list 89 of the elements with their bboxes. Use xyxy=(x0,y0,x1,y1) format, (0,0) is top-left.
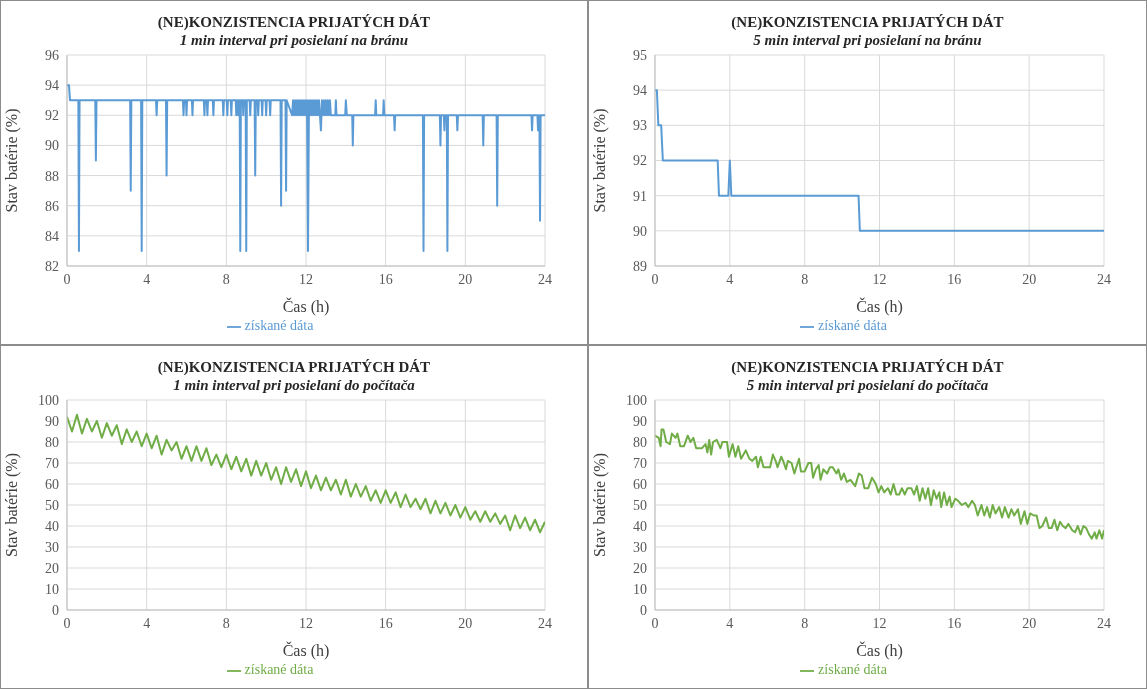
x-tick-label: 4 xyxy=(143,615,151,631)
x-tick-label: 8 xyxy=(801,271,809,287)
y-tick-label: 89 xyxy=(633,258,647,274)
x-tick-label: 0 xyxy=(63,615,71,631)
y-tick-label: 94 xyxy=(45,78,59,94)
x-tick-label: 16 xyxy=(378,615,393,631)
y-tick-label: 30 xyxy=(45,539,59,555)
y-tick-label: 84 xyxy=(45,228,59,244)
chart-title: (NE)KONZISTENCIA PRIJATÝCH DÁT xyxy=(156,358,432,376)
y-tick-label: 60 xyxy=(633,476,647,492)
y-tick-label: 100 xyxy=(38,392,59,408)
chart-title: (NE)KONZISTENCIA PRIJATÝCH DÁT xyxy=(156,13,432,31)
y-tick-label: 80 xyxy=(45,434,59,450)
y-axis-title: Stav batérie (%) xyxy=(590,108,609,213)
y-tick-label: 40 xyxy=(633,518,647,534)
y-tick-label: 100 xyxy=(626,392,647,408)
y-tick-label: 88 xyxy=(45,168,59,184)
y-tick-label: 50 xyxy=(633,497,647,513)
x-tick-label: 24 xyxy=(1097,615,1111,631)
x-tick-label: 4 xyxy=(143,271,151,287)
y-tick-label: 80 xyxy=(633,434,647,450)
x-tick-label: 24 xyxy=(538,271,552,287)
x-tick-label: 4 xyxy=(726,615,734,631)
legend-label: získané dáta xyxy=(818,662,887,677)
chart-subtitle: 1 min interval pri posielaní do počítača xyxy=(172,376,416,394)
x-axis-title: Čas (h) xyxy=(282,297,330,316)
x-tick-label: 16 xyxy=(947,615,962,631)
chart-subtitle: 5 min interval pri posielaní na bránu xyxy=(752,31,983,49)
y-tick-label: 10 xyxy=(633,581,647,597)
y-axis-title: Stav batérie (%) xyxy=(2,453,21,557)
y-tick-label: 90 xyxy=(633,413,647,429)
x-tick-label: 20 xyxy=(1022,615,1037,631)
x-tick-label: 12 xyxy=(299,615,313,631)
y-tick-label: 95 xyxy=(633,47,647,63)
line-series xyxy=(67,413,545,534)
x-tick-label: 20 xyxy=(458,271,473,287)
y-tick-label: 70 xyxy=(45,455,59,471)
y-tick-label: 92 xyxy=(45,108,59,124)
x-tick-label: 0 xyxy=(651,615,659,631)
chart-subtitle: 5 min interval pri posielaní do počítača xyxy=(745,376,990,394)
x-tick-label: 12 xyxy=(872,271,887,287)
x-tick-label: 12 xyxy=(872,615,887,631)
x-tick-label: 24 xyxy=(1097,271,1111,287)
legend-label: získané dáta xyxy=(244,662,314,677)
x-tick-label: 20 xyxy=(458,615,473,631)
x-tick-label: 20 xyxy=(1022,271,1037,287)
y-tick-label: 90 xyxy=(45,138,59,154)
y-tick-label: 20 xyxy=(45,560,59,576)
x-axis-title: Čas (h) xyxy=(856,297,903,316)
y-tick-label: 70 xyxy=(633,455,647,471)
chart-title: (NE)KONZISTENCIA PRIJATÝCH DÁT xyxy=(730,13,1005,31)
y-tick-label: 93 xyxy=(633,118,647,134)
y-tick-label: 96 xyxy=(45,47,59,63)
line-series xyxy=(655,89,1104,232)
y-tick-label: 91 xyxy=(633,188,647,204)
x-tick-label: 8 xyxy=(801,615,809,631)
chart-title: (NE)KONZISTENCIA PRIJATÝCH DÁT xyxy=(730,358,1005,376)
y-tick-label: 92 xyxy=(633,153,647,169)
x-tick-label: 0 xyxy=(651,271,659,287)
x-tick-label: 12 xyxy=(299,271,313,287)
line-series xyxy=(67,84,545,252)
x-axis-title: Čas (h) xyxy=(282,641,330,660)
y-tick-label: 94 xyxy=(633,83,647,99)
y-tick-label: 86 xyxy=(45,198,59,214)
x-tick-label: 0 xyxy=(63,271,71,287)
y-axis-title: Stav batérie (%) xyxy=(590,453,609,557)
x-axis-title: Čas (h) xyxy=(856,641,903,660)
legend-label: získané dáta xyxy=(818,318,887,333)
legend-label: získané dáta xyxy=(244,318,314,333)
y-tick-label: 82 xyxy=(45,258,59,274)
y-tick-label: 0 xyxy=(52,602,59,618)
x-tick-label: 4 xyxy=(726,271,734,287)
x-tick-label: 8 xyxy=(222,615,230,631)
y-tick-label: 60 xyxy=(45,476,59,492)
chart-subtitle: 1 min interval pri posielaní na bránu xyxy=(178,31,410,49)
x-tick-label: 16 xyxy=(947,271,962,287)
y-tick-label: 0 xyxy=(640,602,647,618)
x-tick-label: 8 xyxy=(222,271,230,287)
y-tick-label: 90 xyxy=(633,223,647,239)
y-tick-label: 30 xyxy=(633,539,647,555)
y-tick-label: 90 xyxy=(45,413,59,429)
y-tick-label: 40 xyxy=(45,518,59,534)
y-axis-title: Stav batérie (%) xyxy=(2,108,21,213)
line-series xyxy=(655,428,1104,540)
x-tick-label: 24 xyxy=(538,615,552,631)
y-tick-label: 10 xyxy=(45,581,59,597)
y-tick-label: 20 xyxy=(633,560,647,576)
y-tick-label: 50 xyxy=(45,497,59,513)
x-tick-label: 16 xyxy=(378,271,393,287)
